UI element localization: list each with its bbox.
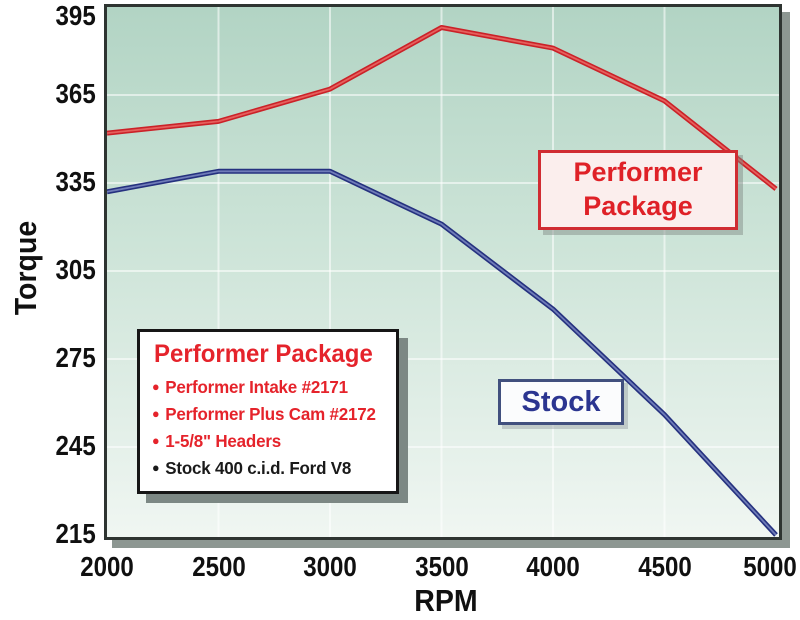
y-tick-label: 305 [55, 254, 96, 285]
performer-package-callout: Performer Package [538, 150, 738, 230]
stock-line-highlight [107, 170, 777, 536]
x-tick-label: 2000 [80, 551, 134, 582]
performer-package-line-highlight [107, 26, 777, 190]
legend-box: Performer Package ● Performer Intake #217… [137, 329, 399, 494]
performer-callout-line2: Package [583, 191, 693, 221]
x-tick-label: 4000 [526, 551, 580, 582]
legend-item-text: Performer Plus Cam #2172 [165, 404, 376, 425]
x-tick-label: 2500 [191, 551, 246, 582]
legend-item-text: 1-5/8" Headers [165, 431, 281, 452]
legend-item-text: Performer Intake #2171 [165, 377, 348, 397]
legend-bullet-icon: ● [152, 406, 160, 422]
y-tick-label: 335 [55, 166, 96, 197]
legend-bullet-icon: ● [152, 379, 160, 394]
legend-bullet-icon: ● [152, 433, 160, 449]
legend-item-text: Stock 400 c.i.d. Ford V8 [165, 458, 352, 479]
stock-callout-label: Stock [521, 385, 601, 418]
x-axis-title: RPM [414, 583, 478, 618]
legend-bullet-icon: ● [152, 460, 160, 476]
plot-area: Performer Package ● Performer Intake #217… [104, 4, 782, 540]
y-tick-label: 275 [55, 342, 96, 373]
x-tick-label: 5000 [743, 551, 797, 582]
x-tick-label: 3500 [414, 551, 469, 582]
legend-item: ● Stock 400 c.i.d. Ford V8 [152, 455, 381, 482]
x-tick-label: 4500 [637, 551, 692, 582]
legend-items: ● Performer Intake #2171 ● Performer Plus C… [152, 374, 388, 483]
y-tick-label: 245 [55, 430, 96, 461]
legend-title: Performer Package [154, 340, 373, 368]
legend-item: ● Performer Plus Cam #2172 [152, 401, 381, 428]
legend-item: ● 1-5/8" Headers [152, 428, 381, 455]
y-tick-label: 365 [55, 78, 96, 109]
y-axis-title: Torque [8, 220, 43, 316]
legend-item: ● Performer Intake #2171 [152, 374, 381, 401]
performer-callout-line1: Performer [573, 157, 703, 188]
x-tick-label: 3000 [303, 551, 357, 582]
y-tick-label: 215 [55, 518, 96, 549]
stock-callout: Stock [498, 379, 624, 425]
y-tick-label: 395 [55, 0, 96, 31]
